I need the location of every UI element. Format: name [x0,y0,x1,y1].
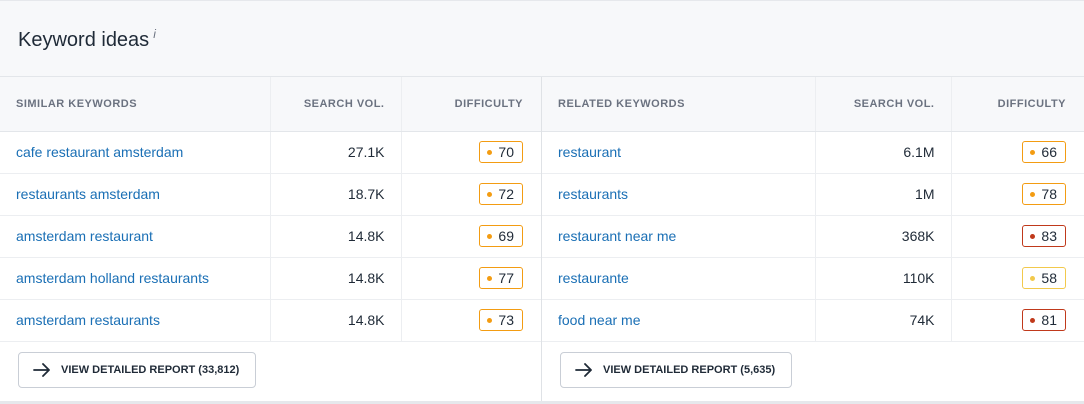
difficulty-badge: 69 [479,225,523,247]
table-row: restaurants 1M 78 [542,173,1084,216]
table-row: restaurants amsterdam 18.7K 72 [0,173,541,216]
keyword-link[interactable]: food near me [558,312,641,328]
keyword-link[interactable]: amsterdam restaurants [16,312,160,328]
keyword-link[interactable]: restaurant [558,144,622,160]
search-volume: 18.7K [269,173,401,216]
widget-header: Keyword ideas i [0,1,1084,77]
difficulty-value: 73 [498,312,514,328]
difficulty-badge: 83 [1022,225,1066,247]
keyword-link[interactable]: restaurante [558,270,629,286]
similar-keywords-panel: SIMILAR KEYWORDS SEARCH VOL. DIFFICULTY … [0,77,541,403]
difficulty-badge: 77 [479,267,523,289]
difficulty-value: 83 [1041,228,1057,244]
difficulty-dot-icon [1030,233,1036,239]
difficulty-value: 78 [1041,186,1057,202]
related-keywords-table: RELATED KEYWORDS SEARCH VOL. DIFFICULTY … [542,77,1084,342]
difficulty-badge: 58 [1022,267,1066,289]
column-header-keywords: SIMILAR KEYWORDS [0,77,270,132]
column-header-keywords: RELATED KEYWORDS [542,77,815,132]
difficulty-dot-icon [487,317,493,323]
table-row: amsterdam restaurants 14.8K 73 [0,299,541,342]
keyword-link[interactable]: amsterdam restaurant [16,228,153,244]
table-row: restaurante 110K 58 [542,257,1084,300]
view-detailed-report-label: VIEW DETAILED REPORT (5,635) [603,363,776,376]
difficulty-value: 58 [1041,270,1057,286]
difficulty-dot-icon [1030,317,1036,323]
search-volume: 74K [814,299,951,342]
related-keywords-panel: RELATED KEYWORDS SEARCH VOL. DIFFICULTY … [541,77,1084,403]
difficulty-dot-icon [487,149,493,155]
difficulty-badge: 70 [479,141,523,163]
difficulty-dot-icon [1030,191,1036,197]
difficulty-dot-icon [1030,149,1036,155]
difficulty-badge: 72 [479,183,523,205]
difficulty-value: 77 [498,270,514,286]
arrow-right-icon [33,362,50,377]
search-volume: 1M [814,173,951,216]
view-detailed-report-label: VIEW DETAILED REPORT (33,812) [61,363,240,376]
difficulty-badge: 73 [479,309,523,331]
keyword-link[interactable]: cafe restaurant amsterdam [16,144,184,160]
keyword-link[interactable]: amsterdam holland restaurants [16,270,209,286]
search-volume: 6.1M [814,131,951,174]
search-volume: 368K [814,215,951,258]
table-row: amsterdam holland restaurants 14.8K 77 [0,257,541,300]
keyword-link[interactable]: restaurants [558,186,629,202]
table-row: cafe restaurant amsterdam 27.1K 70 [0,131,541,174]
table-row: amsterdam restaurant 14.8K 69 [0,215,541,258]
table-row: restaurant 6.1M 66 [542,131,1084,174]
difficulty-badge: 81 [1022,309,1066,331]
table-row: restaurant near me 368K 83 [542,215,1084,258]
view-detailed-report-button[interactable]: VIEW DETAILED REPORT (5,635) [560,351,793,388]
difficulty-value: 66 [1041,144,1057,160]
difficulty-badge: 78 [1022,183,1066,205]
info-icon[interactable]: i [153,27,156,41]
column-header-search-volume[interactable]: SEARCH VOL. [269,77,401,132]
difficulty-value: 70 [498,144,514,160]
difficulty-value: 72 [498,186,514,202]
search-volume: 14.8K [269,257,401,300]
difficulty-value: 69 [498,228,514,244]
view-detailed-report-button[interactable]: VIEW DETAILED REPORT (33,812) [18,351,257,388]
search-volume: 14.8K [269,215,401,258]
search-volume: 27.1K [269,131,401,174]
search-volume: 14.8K [269,299,401,342]
table-row: food near me 74K 81 [542,299,1084,342]
difficulty-dot-icon [487,275,493,281]
arrow-right-icon [575,362,592,377]
difficulty-dot-icon [487,191,493,197]
search-volume: 110K [814,257,951,300]
difficulty-value: 81 [1041,312,1057,328]
keyword-link[interactable]: restaurant near me [558,228,677,244]
difficulty-dot-icon [487,233,493,239]
column-header-difficulty[interactable]: DIFFICULTY [950,77,1084,132]
difficulty-badge: 66 [1022,141,1066,163]
column-header-difficulty[interactable]: DIFFICULTY [400,77,541,132]
similar-keywords-table: SIMILAR KEYWORDS SEARCH VOL. DIFFICULTY … [0,77,541,342]
column-header-search-volume[interactable]: SEARCH VOL. [814,77,951,132]
keyword-link[interactable]: restaurants amsterdam [16,186,160,202]
widget-title: Keyword ideas [18,29,150,51]
difficulty-dot-icon [1030,275,1036,281]
